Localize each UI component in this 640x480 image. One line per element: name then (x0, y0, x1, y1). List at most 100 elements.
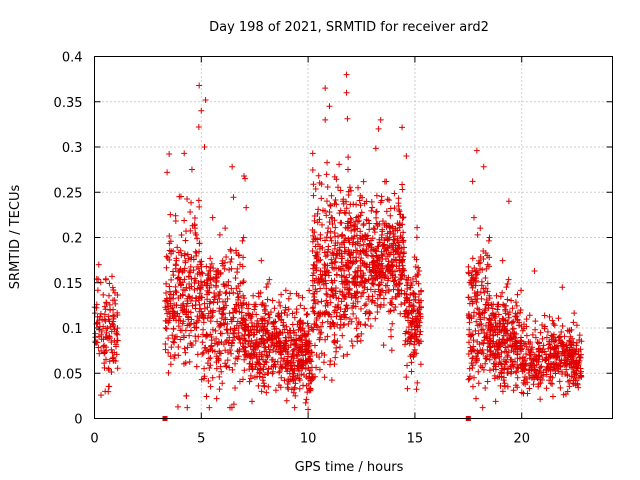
data-point (514, 350, 521, 357)
data-point (269, 297, 276, 304)
data-point (479, 364, 486, 371)
data-point (110, 354, 117, 361)
data-point (267, 346, 274, 353)
data-point (257, 365, 264, 372)
data-point (563, 366, 570, 373)
data-point (261, 382, 268, 389)
data-point (207, 355, 214, 362)
data-point (255, 382, 262, 389)
data-point (264, 280, 271, 287)
data-point (309, 150, 316, 157)
data-point (183, 392, 190, 399)
data-point (305, 380, 312, 387)
data-point (196, 285, 203, 292)
data-point (197, 278, 204, 285)
data-point (330, 338, 337, 345)
data-point (416, 331, 423, 338)
data-point (514, 317, 521, 324)
data-point (376, 220, 383, 227)
data-point (248, 319, 255, 326)
data-point (498, 373, 505, 380)
data-point (404, 362, 411, 369)
data-point (360, 222, 367, 229)
data-point (242, 321, 249, 328)
data-point (177, 304, 184, 311)
data-point (317, 323, 324, 330)
data-point (559, 284, 566, 291)
data-point (465, 311, 472, 318)
data-point (222, 225, 229, 232)
data-point (509, 326, 516, 333)
x-tick-label: 0 (90, 432, 98, 447)
data-point (329, 292, 336, 299)
data-point (206, 300, 213, 307)
data-point (539, 376, 546, 383)
data-point (271, 332, 278, 339)
data-point (270, 368, 277, 375)
data-point (324, 333, 331, 340)
data-point (483, 333, 490, 340)
data-point (466, 319, 473, 326)
data-point (372, 209, 379, 216)
data-point (243, 204, 250, 211)
data-point (203, 393, 210, 400)
data-point (224, 357, 231, 364)
data-point (500, 320, 507, 327)
data-point (410, 291, 417, 298)
data-point (323, 290, 330, 297)
data-point (246, 331, 253, 338)
data-point (236, 346, 243, 353)
data-point (318, 275, 325, 282)
data-point (383, 220, 390, 227)
data-point (290, 389, 297, 396)
data-point (511, 343, 518, 350)
data-point (309, 282, 316, 289)
data-point (546, 377, 553, 384)
data-point (518, 287, 525, 294)
data-point (209, 309, 216, 316)
data-point (199, 351, 206, 358)
data-point (325, 225, 332, 232)
data-point (265, 333, 272, 340)
data-point (203, 277, 210, 284)
data-point (327, 234, 334, 241)
data-point (413, 234, 420, 241)
data-point (311, 342, 318, 349)
data-point (524, 379, 531, 386)
data-point (404, 296, 411, 303)
data-point (293, 332, 300, 339)
data-point (469, 355, 476, 362)
data-point (250, 292, 257, 299)
data-point (522, 340, 529, 347)
data-point (162, 341, 169, 348)
data-point (240, 278, 247, 285)
data-point (401, 290, 408, 297)
data-point (177, 317, 184, 324)
data-point (499, 388, 506, 395)
data-point (297, 327, 304, 334)
data-point (537, 396, 544, 403)
data-point (486, 234, 493, 241)
data-point (329, 279, 336, 286)
data-point (266, 314, 273, 321)
data-point (341, 248, 348, 255)
data-point (487, 337, 494, 344)
data-point (338, 259, 345, 266)
data-point (356, 281, 363, 288)
data-point (392, 304, 399, 311)
data-point (173, 302, 180, 309)
data-point (380, 295, 387, 302)
data-point (346, 184, 353, 191)
data-point (529, 331, 536, 338)
data-point (349, 342, 356, 349)
data-point (409, 333, 416, 340)
data-point (114, 325, 121, 332)
data-point (532, 334, 539, 341)
data-point (356, 250, 363, 257)
data-point (512, 369, 519, 376)
data-point (526, 385, 533, 392)
data-point (557, 360, 564, 367)
data-point (275, 299, 282, 306)
data-point (465, 351, 472, 358)
data-point (235, 353, 242, 360)
